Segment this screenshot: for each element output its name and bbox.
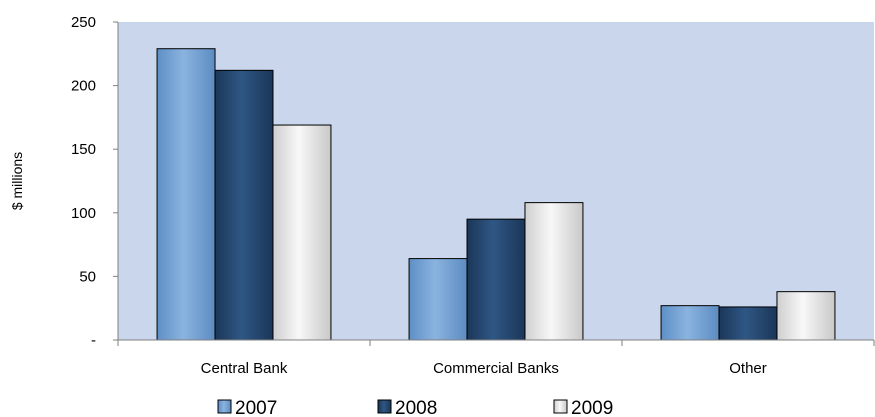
y-tick-label: 150	[71, 141, 96, 158]
y-tick-label: 50	[79, 268, 96, 285]
bar-2008-0	[214, 69, 274, 341]
legend-swatch-2009	[553, 399, 568, 414]
y-tick-label: 200	[71, 78, 96, 95]
x-category-label: Central Bank	[201, 360, 288, 377]
y-axis: - 50 100 150 200 250	[71, 14, 119, 349]
bars-group	[156, 48, 836, 341]
bar-2009-1	[524, 202, 584, 341]
bar-2008-2	[718, 306, 778, 341]
legend: 2007 2008 2009	[217, 398, 613, 417]
bar-2008-1	[466, 218, 526, 341]
legend-swatch-2007	[217, 399, 232, 414]
x-axis: Central Bank Commercial Banks Other	[117, 339, 875, 377]
y-tick-label: 250	[71, 14, 96, 31]
bar-2009-0	[272, 124, 332, 341]
legend-label: 2008	[395, 398, 437, 417]
bar-2007-2	[660, 305, 720, 341]
y-axis-title: $ millions	[9, 152, 25, 210]
bar-2007-1	[408, 258, 468, 341]
x-category-label: Other	[729, 360, 767, 377]
x-category-label: Commercial Banks	[433, 360, 559, 377]
bar-2007-0	[156, 48, 216, 341]
legend-swatch-2008	[377, 399, 392, 414]
legend-label: 2007	[235, 398, 277, 417]
y-tick-label: 100	[71, 205, 96, 222]
legend-label: 2009	[571, 398, 613, 417]
y-tick-label: -	[91, 332, 96, 349]
bar-2009-2	[776, 291, 836, 341]
